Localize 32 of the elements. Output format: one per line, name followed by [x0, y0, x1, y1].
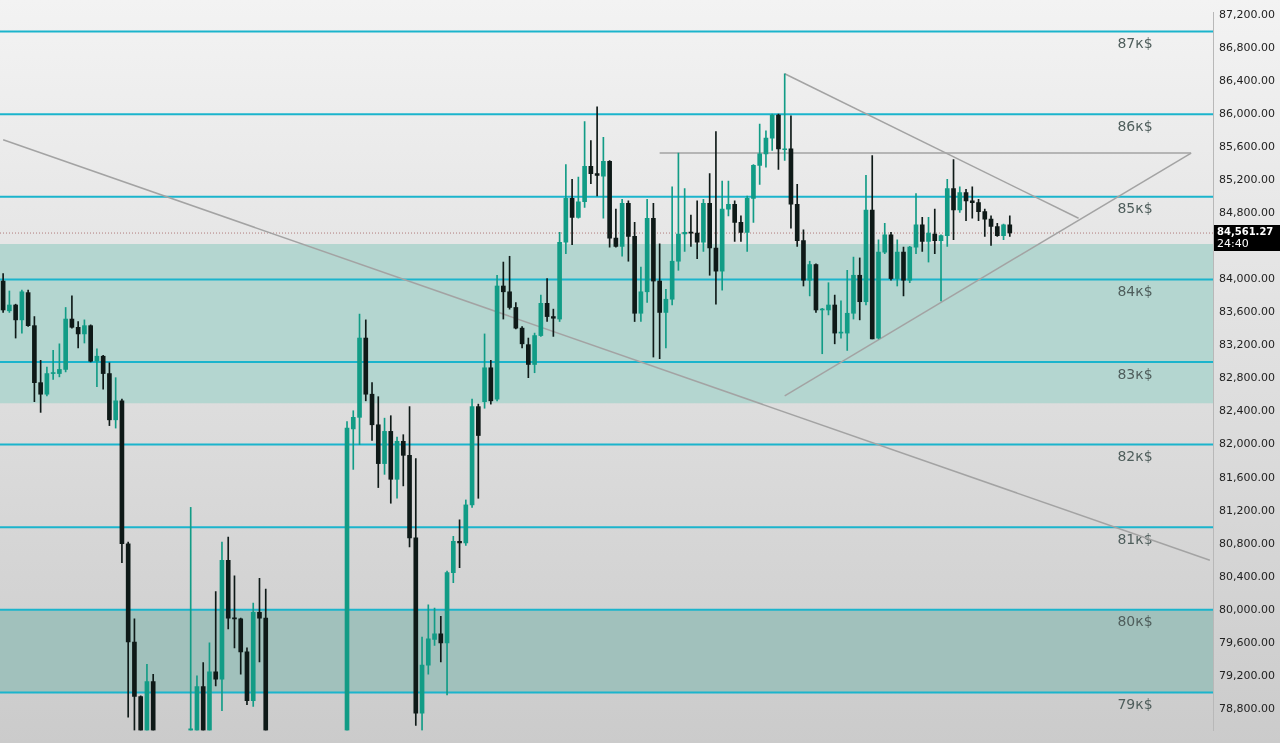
y-tick-label: 82,400.00 [1219, 404, 1275, 418]
ref-line-label: 84к$ [1117, 283, 1153, 300]
y-tick-label: 84,000.00 [1219, 272, 1275, 286]
y-tick-label: 79,600.00 [1219, 635, 1275, 649]
y-tick-label: 86,000.00 [1219, 107, 1275, 121]
y-tick-label: 81,200.00 [1219, 503, 1275, 517]
ref-line-label: 87к$ [1117, 35, 1153, 52]
ref-line-label: 83к$ [1117, 365, 1153, 382]
ref-line-label: 79к$ [1117, 696, 1153, 713]
ref-line-label: 80к$ [1117, 613, 1153, 630]
y-tick-label: 79,200.00 [1219, 668, 1275, 682]
y-tick-label: 80,000.00 [1219, 602, 1275, 616]
y-tick-label: 80,400.00 [1219, 569, 1275, 583]
text: 24:40 [1217, 236, 1249, 250]
y-tick-label: 83,600.00 [1219, 305, 1275, 319]
y-tick-label: 83,200.00 [1219, 338, 1275, 352]
y-tick-label: 82,000.00 [1219, 437, 1275, 451]
ref-line-label: 85к$ [1117, 200, 1153, 217]
ref-line-label: 84,561.27 [1217, 225, 1274, 237]
y-tick-label: 85,600.00 [1219, 140, 1275, 154]
y-tick-label: 82,800.00 [1219, 371, 1275, 385]
y-tick-label: 85,200.00 [1219, 173, 1275, 187]
y-tick-label: 80,800.00 [1219, 536, 1275, 550]
y-tick-label: 87,200.00 [1219, 7, 1275, 21]
y-tick-label: 86,400.00 [1219, 74, 1275, 88]
y-tick-label: 84,800.00 [1219, 206, 1275, 220]
ref-line-label: 82к$ [1117, 448, 1153, 465]
y-tick-label: 78,800.00 [1219, 701, 1275, 715]
ref-line-label: 86к$ [1117, 117, 1153, 134]
y-tick-label: 81,600.00 [1219, 470, 1275, 484]
y-tick-label: 86,800.00 [1219, 40, 1275, 54]
ref-line-label: 81к$ [1117, 530, 1153, 547]
